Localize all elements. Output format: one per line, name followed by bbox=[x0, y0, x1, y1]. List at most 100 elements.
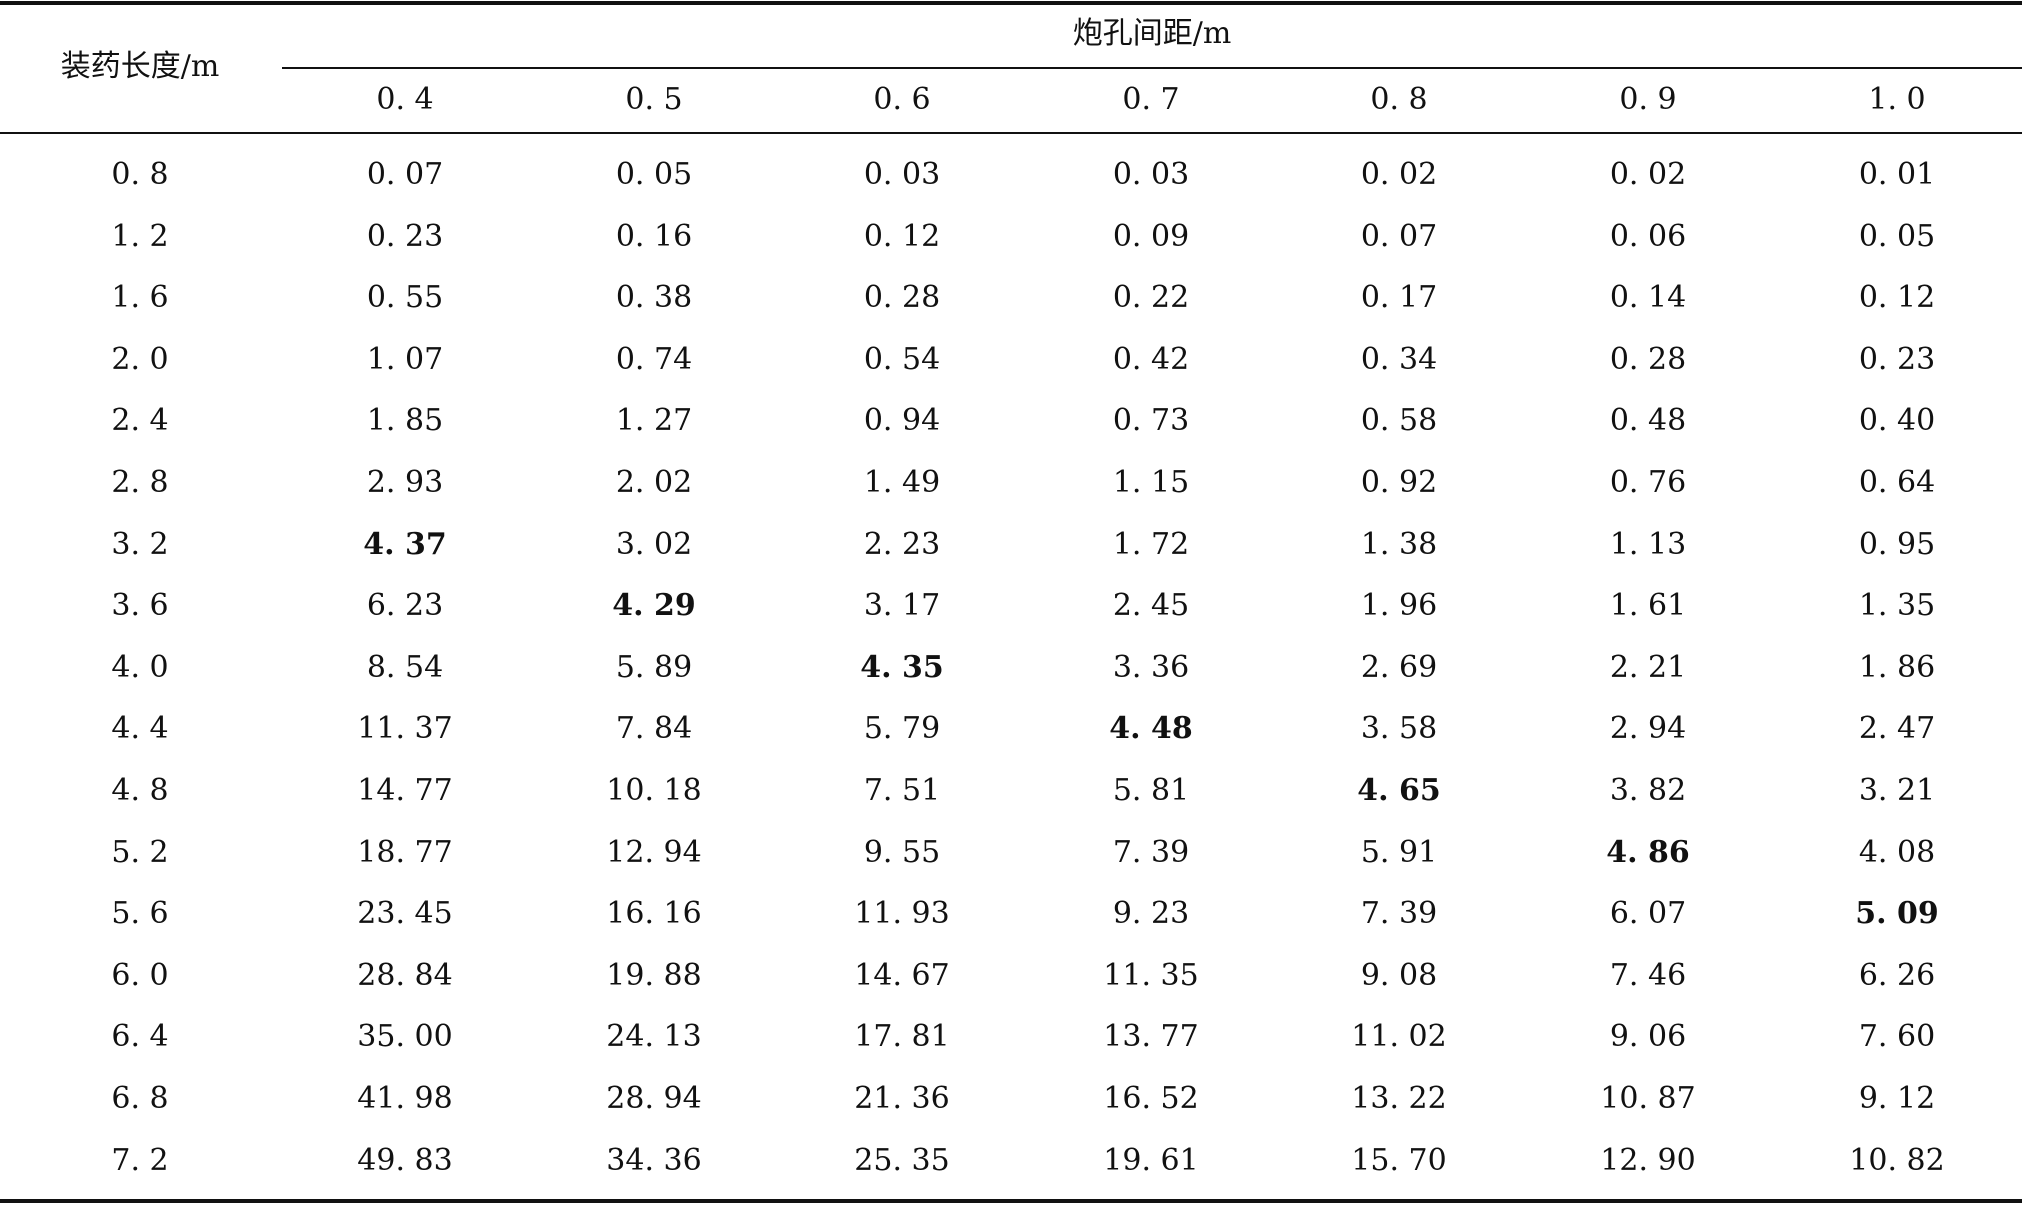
table-cell: 0. 38 bbox=[615, 280, 693, 315]
table-cell: 16. 16 bbox=[606, 896, 702, 931]
table-cell: 5. 09 bbox=[1855, 896, 1939, 931]
table-cell: 1. 72 bbox=[1112, 527, 1190, 562]
table-cell: 0. 28 bbox=[863, 280, 941, 315]
row-label: 4. 8 bbox=[111, 773, 169, 808]
table-cell: 4. 86 bbox=[1606, 835, 1690, 870]
table-cell: 15. 70 bbox=[1351, 1143, 1447, 1178]
table-cell: 2. 23 bbox=[863, 527, 941, 562]
table-cell: 0. 07 bbox=[1360, 219, 1438, 254]
table-cell: 0. 03 bbox=[1112, 157, 1190, 192]
table-cell: 1. 35 bbox=[1858, 588, 1936, 623]
table-cell: 24. 13 bbox=[606, 1019, 702, 1054]
table-cell: 34. 36 bbox=[606, 1143, 702, 1178]
table-cell: 28. 94 bbox=[606, 1081, 702, 1116]
table-cell: 0. 54 bbox=[863, 342, 941, 377]
table-cell: 1. 96 bbox=[1360, 588, 1438, 623]
table-cell: 6. 07 bbox=[1609, 896, 1687, 931]
table-cell: 25. 35 bbox=[854, 1143, 950, 1178]
table-cell: 9. 08 bbox=[1360, 958, 1438, 993]
table-cell: 0. 95 bbox=[1858, 527, 1936, 562]
table-cell: 17. 81 bbox=[854, 1019, 950, 1054]
table-cell: 3. 58 bbox=[1360, 711, 1438, 746]
table-cell: 3. 21 bbox=[1858, 773, 1936, 808]
row-label: 1. 2 bbox=[111, 219, 169, 254]
table-cell: 0. 48 bbox=[1609, 403, 1687, 438]
table-cell: 28. 84 bbox=[357, 958, 453, 993]
table-cell: 0. 23 bbox=[1858, 342, 1936, 377]
row-label: 1. 6 bbox=[111, 280, 169, 315]
table-cell: 9. 12 bbox=[1858, 1081, 1936, 1116]
table-cell: 16. 52 bbox=[1103, 1081, 1199, 1116]
table-cell: 3. 02 bbox=[615, 527, 693, 562]
table-cell: 0. 17 bbox=[1360, 280, 1438, 315]
column-header: 0. 6 bbox=[873, 82, 931, 117]
table-cell: 0. 14 bbox=[1609, 280, 1687, 315]
row-label: 3. 2 bbox=[111, 527, 169, 562]
row-label: 7. 2 bbox=[111, 1143, 169, 1178]
table-cell: 19. 88 bbox=[606, 958, 702, 993]
row-label: 3. 6 bbox=[111, 588, 169, 623]
column-header: 0. 9 bbox=[1619, 82, 1677, 117]
table-cell: 0. 76 bbox=[1609, 465, 1687, 500]
table-cell: 10. 18 bbox=[606, 773, 702, 808]
table-cell: 1. 13 bbox=[1609, 527, 1687, 562]
column-header: 0. 8 bbox=[1370, 82, 1428, 117]
table-cell: 4. 48 bbox=[1109, 711, 1193, 746]
table-cell: 8. 54 bbox=[366, 650, 444, 685]
table-cell: 6. 23 bbox=[366, 588, 444, 623]
table-cell: 2. 02 bbox=[615, 465, 693, 500]
table-cell: 4. 29 bbox=[612, 588, 696, 623]
table-cell: 18. 77 bbox=[357, 835, 453, 870]
table-cell: 11. 93 bbox=[854, 896, 950, 931]
table-cell: 9. 06 bbox=[1609, 1019, 1687, 1054]
row-label: 4. 4 bbox=[111, 711, 169, 746]
table-cell: 0. 02 bbox=[1609, 157, 1687, 192]
row-label: 2. 8 bbox=[111, 465, 169, 500]
table-cell: 9. 55 bbox=[863, 835, 941, 870]
table-cell: 7. 84 bbox=[615, 711, 693, 746]
table-cell: 7. 39 bbox=[1360, 896, 1438, 931]
table-cell: 13. 22 bbox=[1351, 1081, 1447, 1116]
row-label: 6. 4 bbox=[111, 1019, 169, 1054]
table-cell: 0. 01 bbox=[1858, 157, 1936, 192]
table-cell: 6. 26 bbox=[1858, 958, 1936, 993]
bottom-rule bbox=[0, 1199, 2022, 1203]
row-label: 4. 0 bbox=[111, 650, 169, 685]
table-cell: 0. 05 bbox=[615, 157, 693, 192]
column-group-header: 炮孔间距/m bbox=[1072, 16, 1232, 51]
table-cell: 2. 93 bbox=[366, 465, 444, 500]
table-cell: 11. 02 bbox=[1351, 1019, 1447, 1054]
column-header: 0. 7 bbox=[1122, 82, 1180, 117]
table-cell: 0. 58 bbox=[1360, 403, 1438, 438]
table-cell: 1. 38 bbox=[1360, 527, 1438, 562]
table-cell: 0. 42 bbox=[1112, 342, 1190, 377]
table-cell: 2. 21 bbox=[1609, 650, 1687, 685]
row-label: 2. 4 bbox=[111, 403, 169, 438]
row-label: 5. 6 bbox=[111, 896, 169, 931]
table-cell: 5. 81 bbox=[1112, 773, 1190, 808]
row-header-label: 装药长度/m bbox=[60, 49, 220, 84]
row-label: 5. 2 bbox=[111, 835, 169, 870]
table-cell: 1. 61 bbox=[1609, 588, 1687, 623]
table-cell: 4. 35 bbox=[860, 650, 944, 685]
table-cell: 0. 09 bbox=[1112, 219, 1190, 254]
table-cell: 0. 22 bbox=[1112, 280, 1190, 315]
table-cell: 13. 77 bbox=[1103, 1019, 1199, 1054]
table-cell: 11. 35 bbox=[1103, 958, 1199, 993]
table-cell: 1. 49 bbox=[863, 465, 941, 500]
table-cell: 0. 94 bbox=[863, 403, 941, 438]
table-cell: 1. 07 bbox=[366, 342, 444, 377]
row-label: 2. 0 bbox=[111, 342, 169, 377]
table-cell: 0. 06 bbox=[1609, 219, 1687, 254]
table-cell: 4. 65 bbox=[1357, 773, 1441, 808]
table-cell: 12. 94 bbox=[606, 835, 702, 870]
table-cell: 0. 34 bbox=[1360, 342, 1438, 377]
table-cell: 0. 73 bbox=[1112, 403, 1190, 438]
table-cell: 0. 64 bbox=[1858, 465, 1936, 500]
table-cell: 7. 60 bbox=[1858, 1019, 1936, 1054]
table-cell: 14. 77 bbox=[357, 773, 453, 808]
table-cell: 7. 46 bbox=[1609, 958, 1687, 993]
table-cell: 0. 12 bbox=[863, 219, 941, 254]
table-cell: 49. 83 bbox=[357, 1143, 453, 1178]
